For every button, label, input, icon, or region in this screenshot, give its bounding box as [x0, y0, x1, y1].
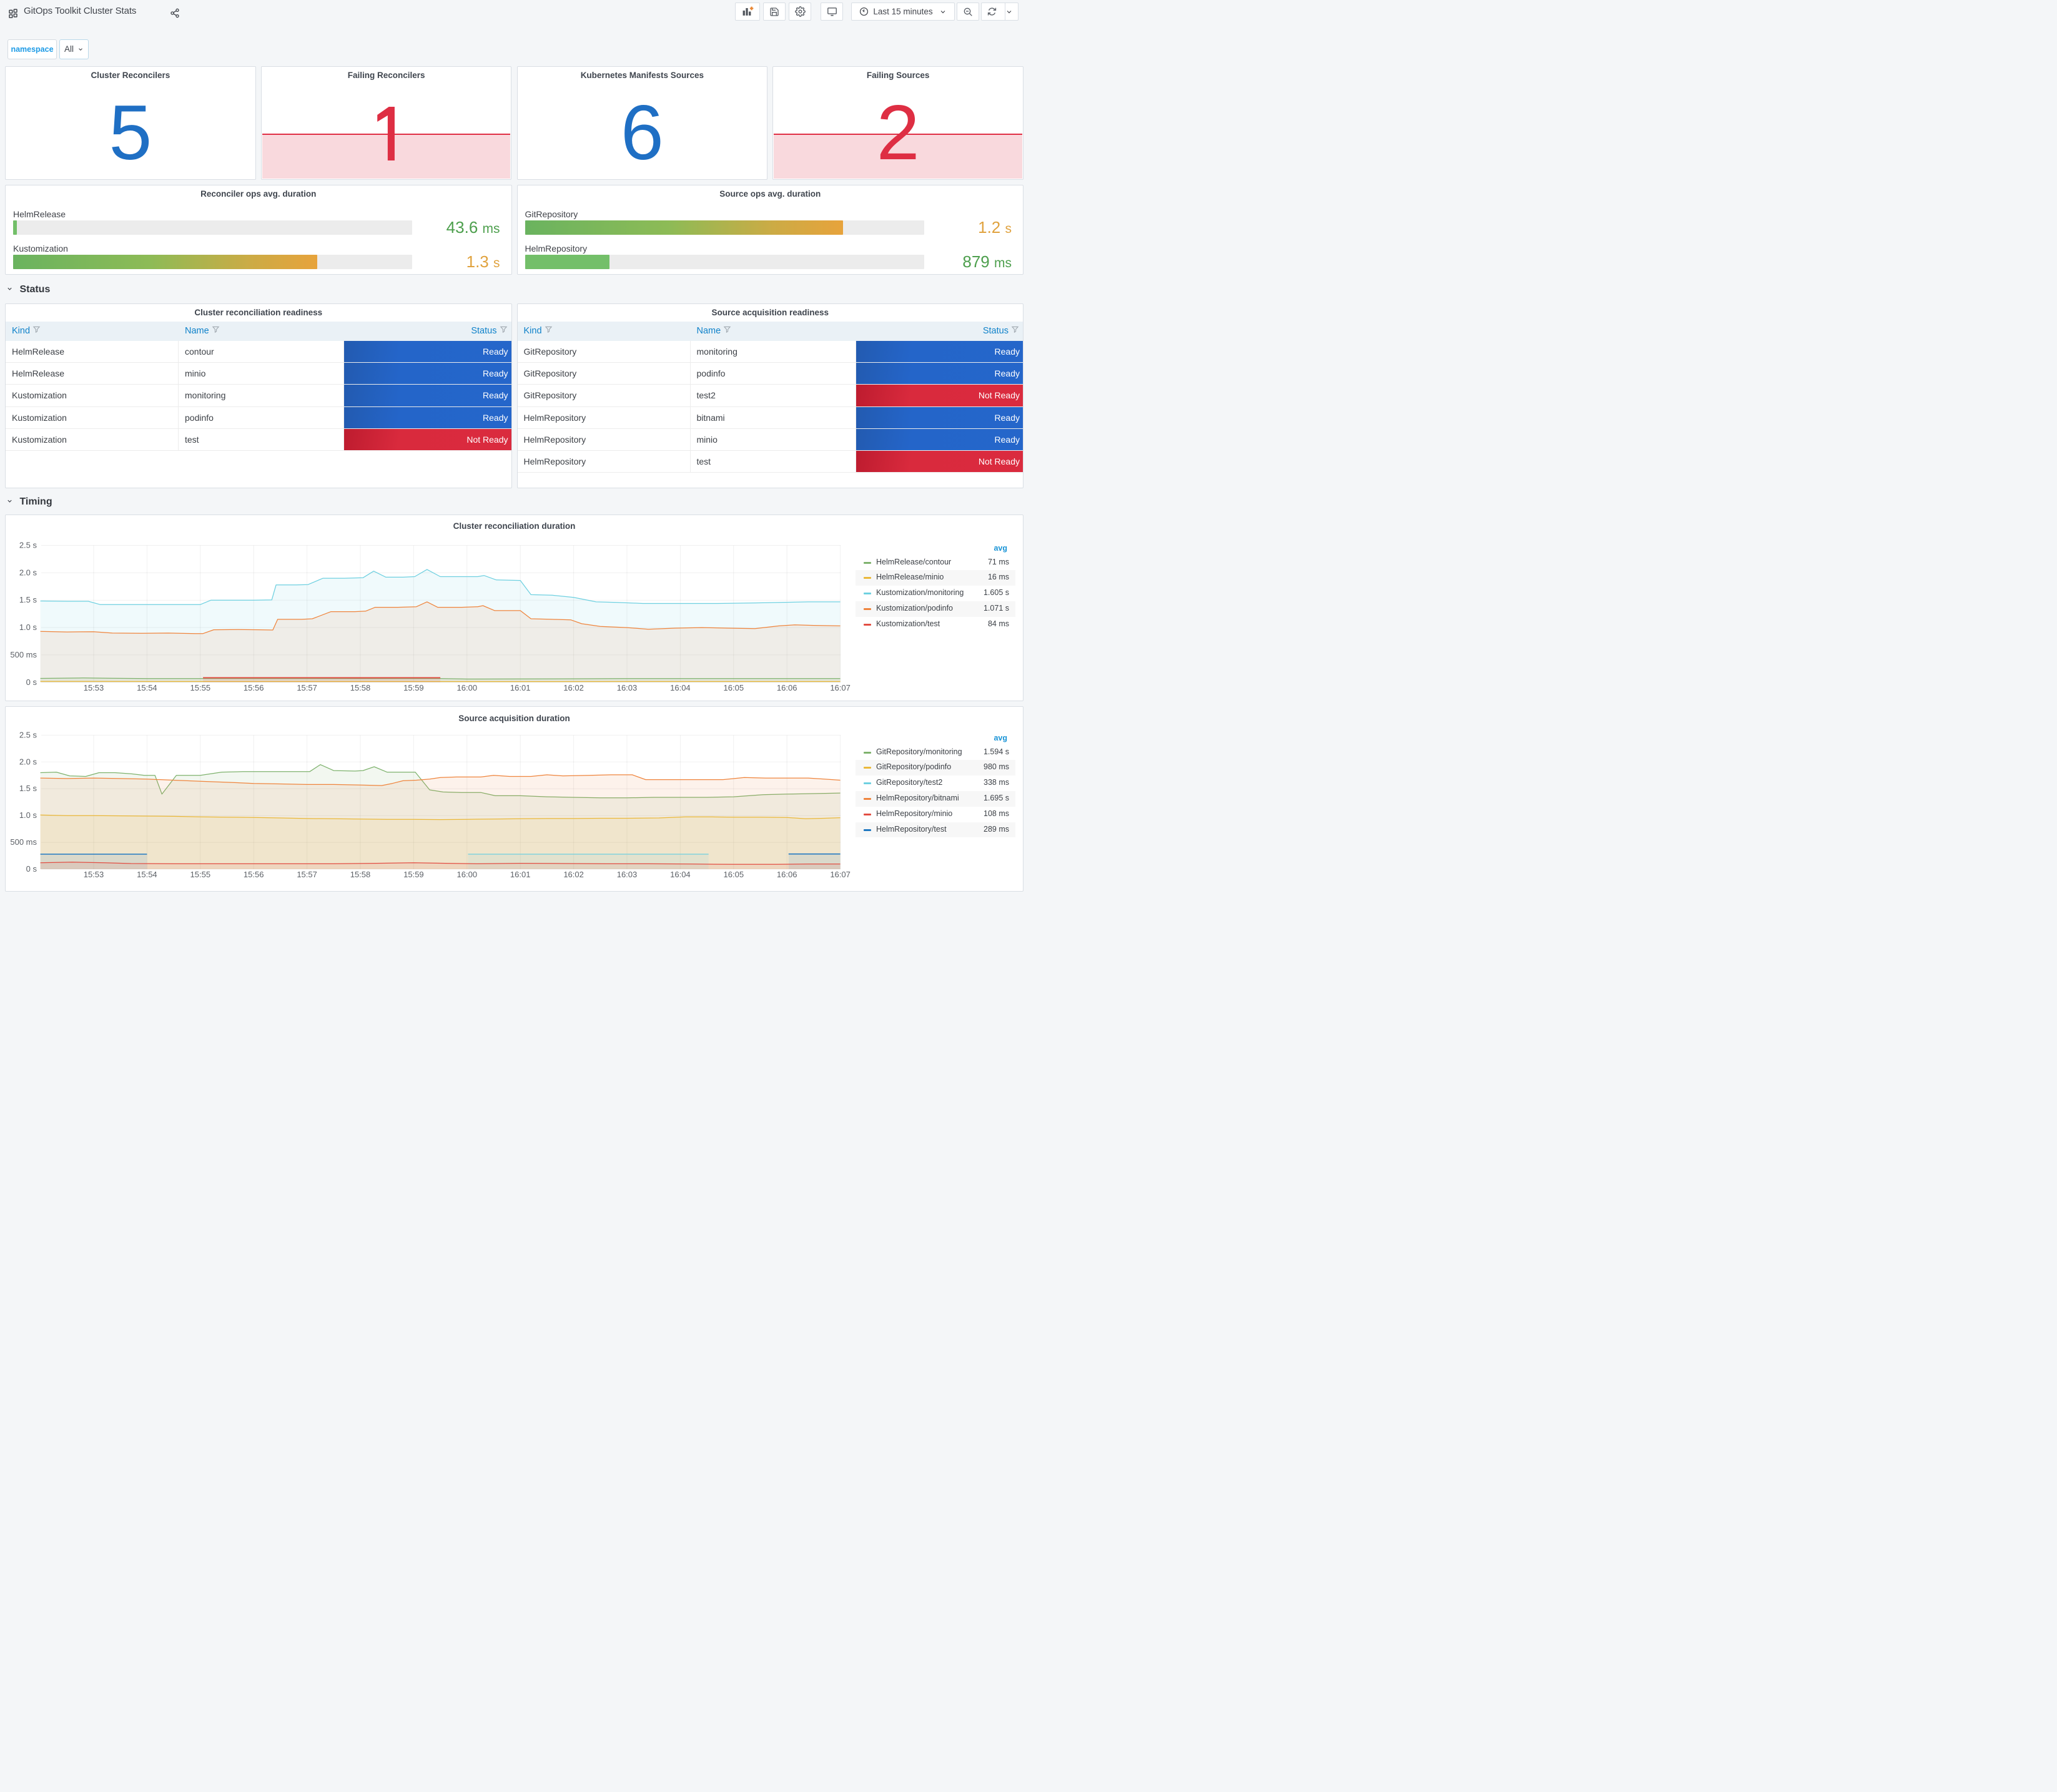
svg-text:15:56: 15:56 — [244, 870, 264, 879]
svg-text:15:58: 15:58 — [350, 683, 371, 692]
svg-text:16:07: 16:07 — [830, 683, 851, 692]
svg-text:16:04: 16:04 — [670, 683, 691, 692]
svg-text:15:57: 15:57 — [297, 870, 317, 879]
svg-text:15:55: 15:55 — [190, 870, 211, 879]
svg-text:15:57: 15:57 — [297, 683, 317, 692]
svg-text:16:07: 16:07 — [830, 870, 851, 879]
svg-text:15:53: 15:53 — [84, 683, 104, 692]
svg-text:15:54: 15:54 — [137, 683, 157, 692]
svg-text:16:06: 16:06 — [777, 683, 797, 692]
svg-text:16:06: 16:06 — [777, 870, 797, 879]
svg-text:15:55: 15:55 — [190, 683, 211, 692]
svg-text:0 s: 0 s — [26, 677, 37, 687]
svg-text:1.0 s: 1.0 s — [19, 810, 37, 820]
svg-text:16:01: 16:01 — [510, 870, 531, 879]
svg-text:2.0 s: 2.0 s — [19, 757, 37, 766]
svg-text:1.5 s: 1.5 s — [19, 784, 37, 793]
svg-text:15:54: 15:54 — [137, 870, 157, 879]
svg-text:16:00: 16:00 — [457, 683, 478, 692]
svg-text:1.5 s: 1.5 s — [19, 595, 37, 604]
svg-text:15:56: 15:56 — [244, 683, 264, 692]
svg-text:15:59: 15:59 — [403, 683, 424, 692]
svg-text:16:03: 16:03 — [617, 683, 638, 692]
svg-text:16:02: 16:02 — [563, 683, 584, 692]
svg-text:1.0 s: 1.0 s — [19, 623, 37, 632]
svg-text:500 ms: 500 ms — [10, 650, 37, 659]
svg-text:16:03: 16:03 — [617, 870, 638, 879]
svg-text:2.0 s: 2.0 s — [19, 568, 37, 577]
svg-text:15:53: 15:53 — [84, 870, 104, 879]
svg-text:16:00: 16:00 — [457, 870, 478, 879]
svg-text:16:01: 16:01 — [510, 683, 531, 692]
svg-text:15:58: 15:58 — [350, 870, 371, 879]
svg-text:16:02: 16:02 — [563, 870, 584, 879]
svg-text:500 ms: 500 ms — [10, 837, 37, 847]
svg-text:16:05: 16:05 — [724, 683, 744, 692]
svg-text:2.5 s: 2.5 s — [19, 541, 37, 550]
svg-text:16:04: 16:04 — [670, 870, 691, 879]
svg-text:15:59: 15:59 — [403, 870, 424, 879]
svg-text:2.5 s: 2.5 s — [19, 730, 37, 739]
svg-text:16:05: 16:05 — [724, 870, 744, 879]
svg-text:0 s: 0 s — [26, 864, 37, 874]
